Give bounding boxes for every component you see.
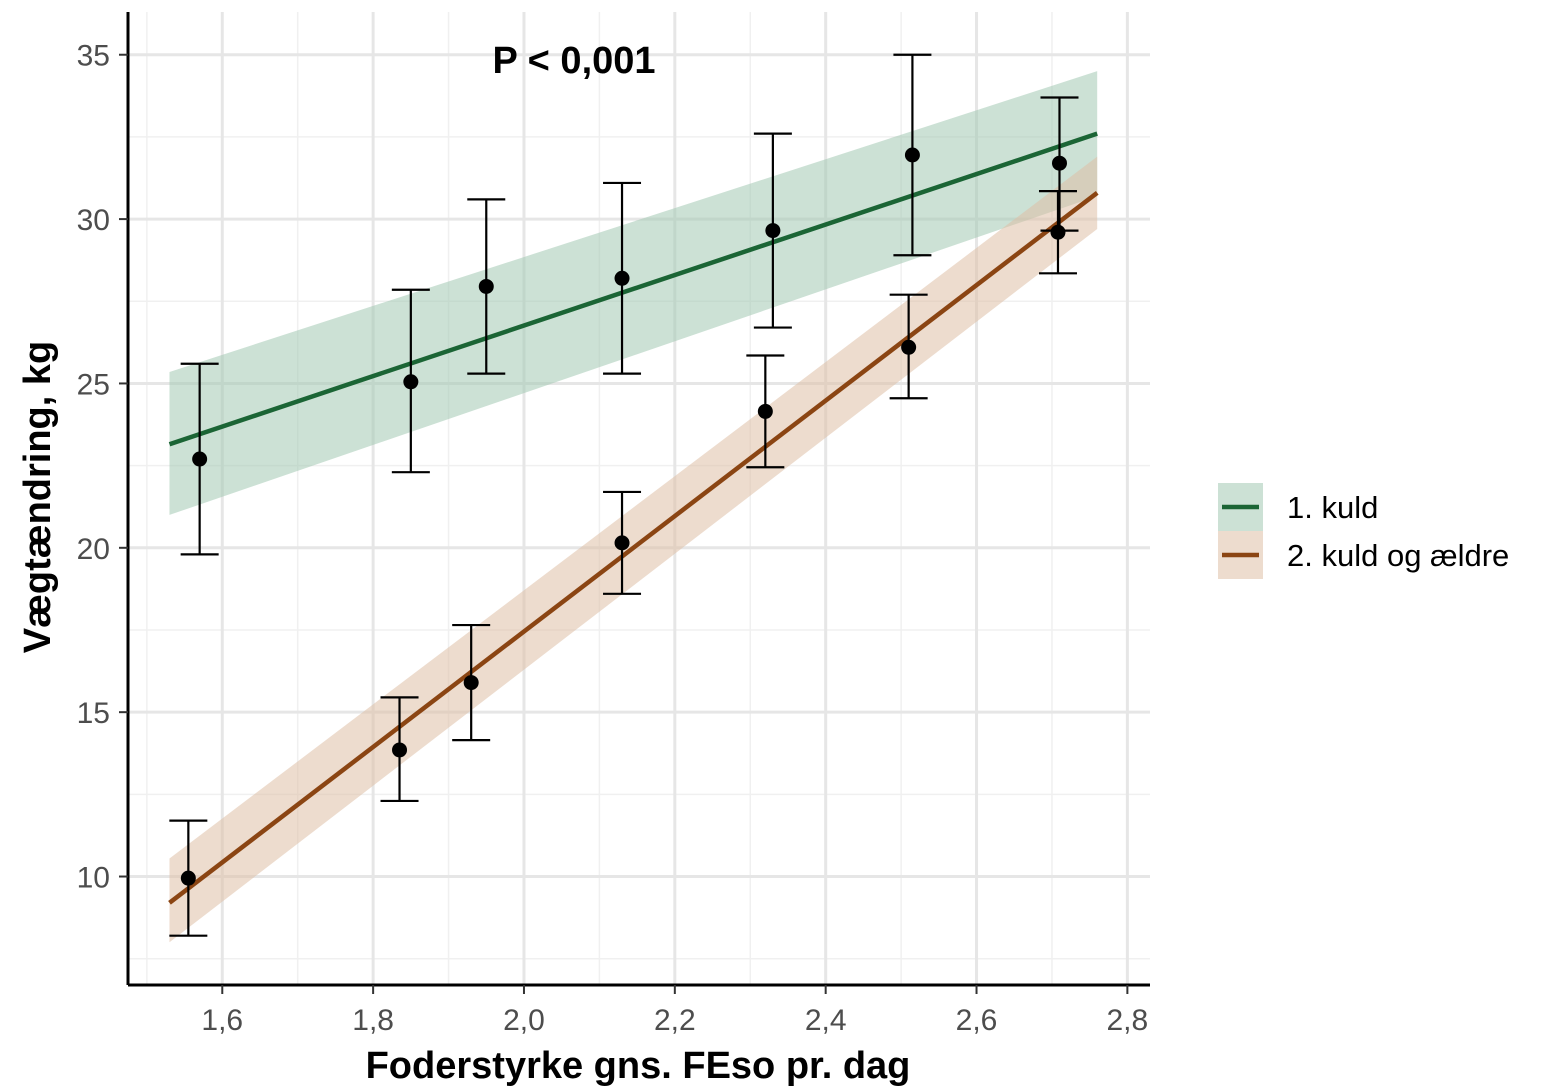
x-axis-title: Foderstyrke gns. FEso pr. dag: [366, 1045, 911, 1087]
y-tick-label: 15: [77, 697, 110, 730]
data-point: [478, 278, 494, 294]
fit-line-2: [168, 191, 1099, 905]
axes: [126, 12, 1150, 987]
y-tick-label: 20: [77, 533, 110, 566]
legend-label-1: 1. kuld: [1287, 490, 1378, 525]
legend-label-2: 2. kuld og ældre: [1287, 538, 1509, 573]
fit-line-1: [168, 131, 1098, 447]
data-point: [614, 270, 630, 286]
data-point: [1050, 224, 1066, 240]
y-tick-label: 30: [77, 204, 110, 237]
confidence-bands: [169, 71, 1098, 943]
x-tick-label: 1,6: [201, 1004, 243, 1037]
y-tick-label: 35: [77, 40, 110, 73]
x-tick-label: 2,4: [805, 1004, 847, 1037]
data-point: [1051, 155, 1067, 171]
y-axis-title: Vægtændring, kg: [17, 341, 59, 653]
data-points: [180, 147, 1067, 886]
data-point: [403, 374, 419, 390]
x-tick-label: 2,8: [1107, 1004, 1149, 1037]
p-value-annotation: P < 0,001: [492, 40, 655, 82]
data-point: [901, 339, 917, 355]
x-tick-label: 2,2: [654, 1004, 696, 1037]
y-tick-label: 25: [77, 368, 110, 401]
data-point: [765, 223, 781, 239]
x-axis-ticks: 1,6 1,8 2,0 2,2 2,4 2,6 2,8: [201, 985, 1148, 1037]
data-point: [180, 870, 196, 886]
x-tick-label: 2,0: [503, 1004, 545, 1037]
data-point: [192, 451, 208, 467]
legend: 1. kuld 2. kuld og ældre: [1218, 483, 1509, 579]
y-axis-ticks: 10 15 20 25 30 35: [77, 40, 128, 895]
fit-lines: [168, 131, 1099, 905]
data-point: [614, 535, 630, 551]
data-point: [904, 147, 920, 163]
data-point: [392, 742, 408, 758]
y-tick-label: 10: [77, 862, 110, 895]
x-tick-label: 2,6: [956, 1004, 998, 1037]
data-point: [757, 403, 773, 419]
data-point: [463, 675, 479, 691]
confidence-band-1: [169, 71, 1098, 515]
x-tick-label: 1,8: [352, 1004, 394, 1037]
